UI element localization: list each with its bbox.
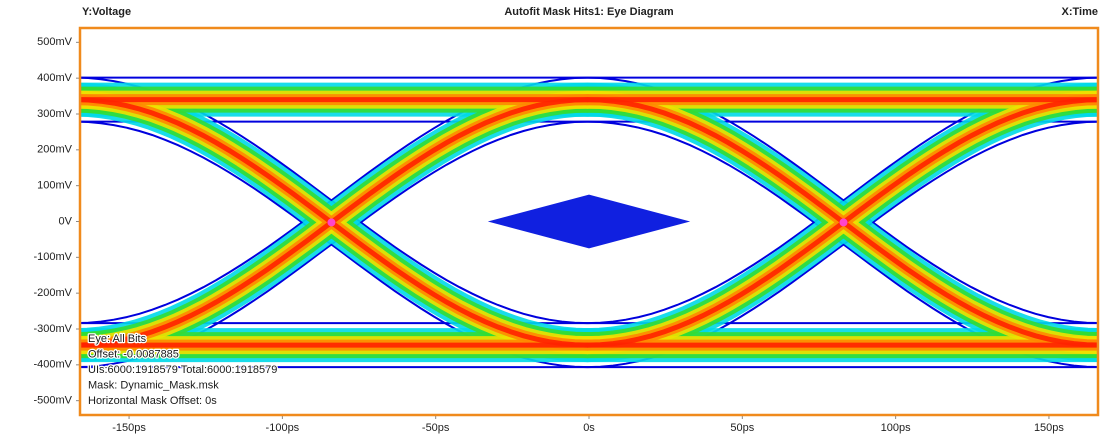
y-tick-label: -500mV [33,395,72,407]
eye-trace-edge [1100,78,1113,323]
crossing-point [839,218,848,227]
info-line: UIs:6000:1918579 Total:6000:1918579 [88,364,277,376]
overlay: 500mV 400mV 300mV 200mV 100mV 0V -100mV -200mV -… [33,26,1100,434]
x-tick-label: -100ps [266,422,300,434]
eye-trace [1097,343,1098,348]
mask-region [487,194,691,249]
info-line: Mask: Dynamic_Mask.msk [88,379,219,391]
info-line: Offset: -0.0087885 [88,348,179,360]
y-tick-label: -200mV [33,287,72,299]
y-tick-label: 400mV [37,72,73,84]
eye-trace-edge [1100,122,1113,367]
eye-trace [1090,90,1098,109]
y-tick-label: 500mV [37,36,73,48]
x-tick-label: 100ps [881,422,911,434]
info-line: Horizontal Mask Offset: 0s [88,395,217,407]
y-axis-label: Y:Voltage [82,6,131,18]
crossing-point [327,218,336,227]
y-tick-label: -400mV [33,359,72,371]
x-tick-label: -50ps [422,422,450,434]
x-axis-label: X:Time [1062,6,1098,18]
y-tick-label: 200mV [37,144,73,156]
eye-trace [1094,339,1098,351]
eye-trace [1082,82,1098,117]
eye-trace [1090,336,1098,354]
y-tick-label: 300mV [37,108,73,120]
y-tick-label: 0V [59,215,73,227]
eye-trace [1086,86,1098,113]
eye-trace-edge [1100,78,1113,323]
y-tick-label: -100mV [33,251,72,263]
eye-trace [1086,332,1098,358]
eye-trace-edge [1100,122,1113,367]
x-tick-label: 150ps [1034,422,1064,434]
eye-trace [1082,328,1098,362]
y-tick-label: -300mV [33,323,72,335]
x-tick-label: 0s [583,422,595,434]
y-tick-label: 100mV [37,180,73,192]
x-tick-label: 50ps [730,422,754,434]
plot-frame [78,26,1100,417]
eye-trace [1097,97,1098,102]
x-tick-label: -150ps [112,422,146,434]
plot-area [80,76,1113,369]
eye-trace [1094,94,1098,105]
chart-title: Autofit Mask Hits1: Eye Diagram [504,6,674,18]
info-line: Eye: All Bits [88,333,147,345]
